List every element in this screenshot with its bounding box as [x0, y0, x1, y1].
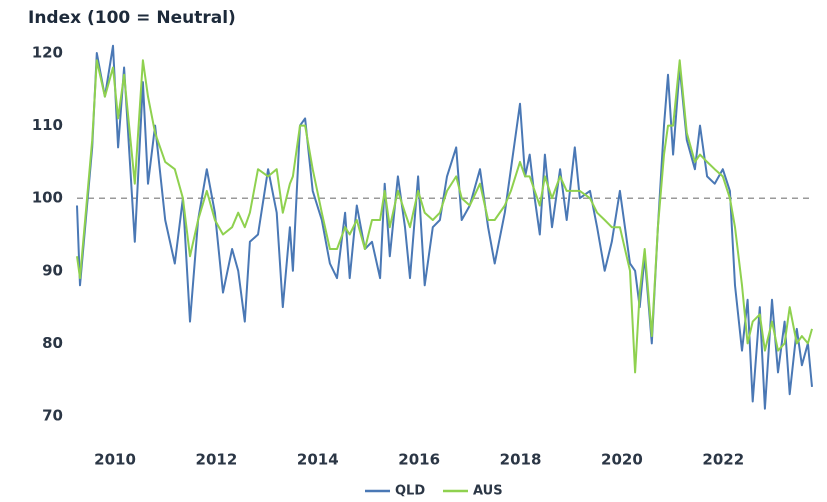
x-tick-label: 2018: [500, 451, 542, 469]
y-tick-label: 70: [42, 406, 63, 424]
x-tick-label: 2012: [196, 451, 238, 469]
x-tick-label: 2020: [601, 451, 643, 469]
x-tick-label: 2022: [702, 451, 744, 469]
x-tick-label: 2010: [94, 451, 136, 469]
legend-label: QLD: [395, 484, 425, 499]
line-series: [76, 59, 813, 374]
x-tick-label: 2016: [398, 451, 440, 469]
y-tick-label: 90: [42, 261, 63, 279]
y-tick-label: 110: [32, 116, 63, 134]
legend-label: AUS: [473, 484, 503, 499]
y-tick-label: 100: [32, 189, 63, 207]
line-series: [76, 44, 813, 410]
y-tick-label: 80: [42, 334, 63, 352]
x-tick-label: 2014: [297, 451, 339, 469]
y-axis-title: Index (100 = Neutral): [28, 8, 236, 28]
y-tick-label: 120: [32, 44, 63, 62]
